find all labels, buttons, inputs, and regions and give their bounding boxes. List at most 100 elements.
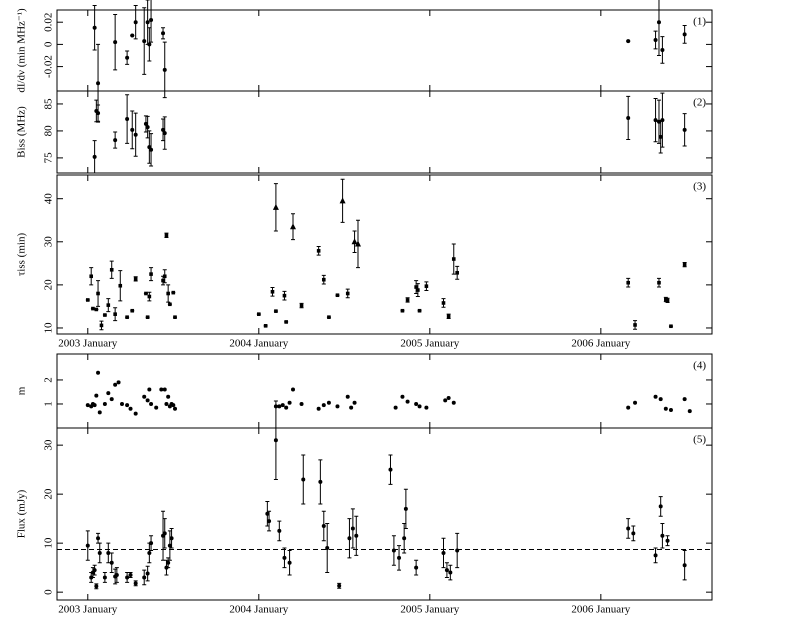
data-point: [109, 397, 114, 402]
data-point: [145, 571, 150, 576]
data-point: [451, 400, 456, 405]
data-point: [125, 315, 129, 319]
data-point: [128, 573, 133, 578]
data-point: [270, 289, 275, 294]
y-tick-label: 1: [43, 401, 55, 407]
data-point: [133, 20, 138, 25]
data-point: [417, 308, 422, 313]
data-point: [633, 400, 638, 405]
data-point: [354, 533, 359, 538]
data-point: [92, 403, 97, 408]
data-point: [347, 536, 352, 541]
data-point: [113, 138, 118, 143]
data-point: [325, 546, 330, 551]
data-point: [96, 111, 101, 116]
data-point: [171, 290, 176, 295]
data-point: [106, 303, 111, 307]
data-point: [388, 467, 393, 472]
data-point: [96, 370, 101, 375]
data-point: [280, 403, 285, 408]
data-point: [660, 118, 665, 123]
data-point: [444, 568, 449, 573]
data-point: [162, 274, 167, 279]
data-point: [161, 31, 166, 36]
data-point: [631, 531, 636, 536]
data-point: [114, 573, 119, 578]
data-point: [164, 233, 169, 238]
panel-frame: [56, 353, 713, 429]
data-point: [424, 284, 429, 288]
data-point: [321, 524, 326, 529]
data-point: [133, 132, 138, 137]
y-tick-label: 0.02: [43, 13, 55, 32]
data-point: [405, 399, 410, 404]
data-point: [658, 134, 663, 139]
y-tick-label: 2: [43, 377, 55, 383]
data-point: [113, 40, 118, 45]
data-point: [149, 147, 154, 152]
data-point: [350, 526, 355, 531]
data-point: [403, 506, 408, 511]
data-point: [443, 398, 448, 403]
data-point: [327, 315, 331, 319]
y-tick-label: 75: [43, 152, 55, 164]
data-point: [321, 403, 326, 408]
data-point: [393, 405, 398, 410]
data-point: [113, 312, 117, 316]
data-point: [441, 550, 446, 555]
data-point: [321, 277, 326, 282]
data-point: [166, 560, 171, 565]
panel-frame: [56, 9, 713, 92]
data-point: [337, 583, 342, 588]
panel-label: (4): [693, 360, 706, 372]
data-point: [658, 504, 663, 509]
data-point: [169, 536, 174, 541]
x-tick-label: 2003 January: [58, 338, 117, 350]
data-point: [682, 563, 687, 568]
data-point: [316, 406, 321, 411]
data-point: [284, 405, 289, 410]
data-point: [130, 308, 135, 313]
panel-label: (1): [693, 16, 706, 28]
panel-label: (3): [693, 181, 706, 193]
data-point: [326, 400, 331, 405]
data-point: [161, 127, 166, 132]
x-tick-label: 2005 January: [400, 604, 459, 616]
data-point: [128, 406, 133, 411]
data-point: [665, 538, 670, 543]
data-point: [273, 438, 278, 443]
data-point: [416, 288, 420, 292]
data-point: [162, 531, 167, 536]
data-point: [417, 404, 422, 409]
data-point: [665, 298, 670, 303]
data-point: [354, 240, 361, 247]
x-tick-label: 2004 January: [229, 338, 288, 350]
data-point: [171, 403, 176, 408]
data-point: [145, 125, 150, 130]
data-point: [149, 17, 154, 22]
data-point: [99, 323, 104, 328]
data-point: [424, 405, 429, 410]
data-point: [351, 238, 358, 245]
data-point: [441, 301, 446, 305]
data-point: [109, 267, 114, 272]
data-point: [257, 312, 261, 316]
data-point: [162, 131, 167, 136]
data-point: [265, 511, 270, 516]
data-point: [446, 314, 451, 319]
data-point: [668, 407, 673, 412]
data-point: [414, 565, 419, 570]
data-point: [345, 394, 350, 399]
y-tick-label: 30: [43, 439, 55, 451]
data-point: [414, 285, 418, 289]
data-point: [147, 387, 152, 392]
data-point: [318, 479, 323, 484]
data-point: [149, 401, 154, 406]
data-point: [125, 403, 130, 408]
data-point: [145, 315, 150, 319]
y-tick-label: -0.02: [43, 55, 55, 78]
data-point: [173, 406, 178, 411]
y-tick-label: 10: [43, 322, 55, 334]
data-point: [455, 271, 459, 275]
